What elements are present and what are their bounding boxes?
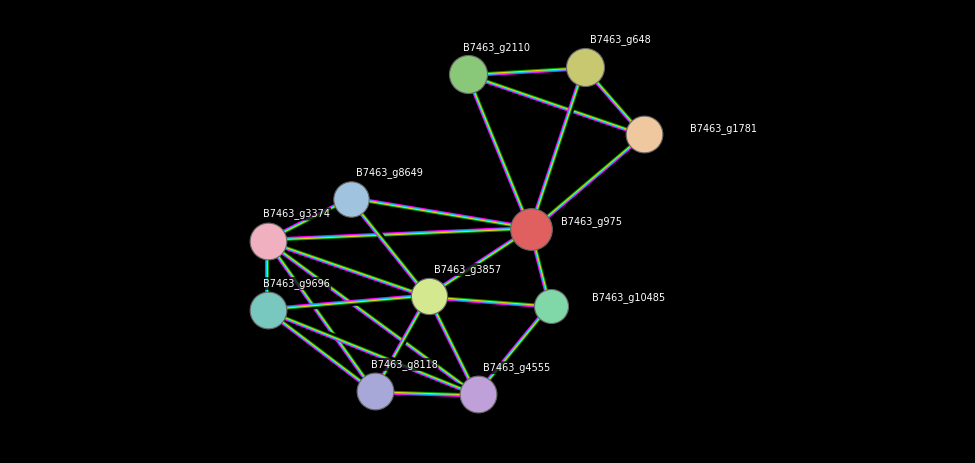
Text: B7463_g975: B7463_g975 [561,216,622,227]
Text: B7463_g3374: B7463_g3374 [263,208,331,219]
Text: B7463_g4555: B7463_g4555 [483,362,550,373]
Point [577,63,593,71]
Point [470,391,486,398]
Text: B7463_g2110: B7463_g2110 [463,42,530,53]
Point [636,131,651,138]
Text: B7463_g10485: B7463_g10485 [592,292,665,303]
Point [368,388,383,395]
Text: B7463_g8118: B7463_g8118 [370,359,438,370]
Point [260,237,276,244]
Text: B7463_g1781: B7463_g1781 [690,123,758,134]
Text: B7463_g8649: B7463_g8649 [356,167,423,178]
Point [460,70,476,78]
Text: B7463_g648: B7463_g648 [590,34,650,45]
Point [543,302,559,309]
Point [343,195,359,203]
Point [524,225,539,233]
Text: B7463_g9696: B7463_g9696 [263,278,331,289]
Point [260,307,276,314]
Text: B7463_g3857: B7463_g3857 [434,264,501,275]
Point [421,293,437,300]
